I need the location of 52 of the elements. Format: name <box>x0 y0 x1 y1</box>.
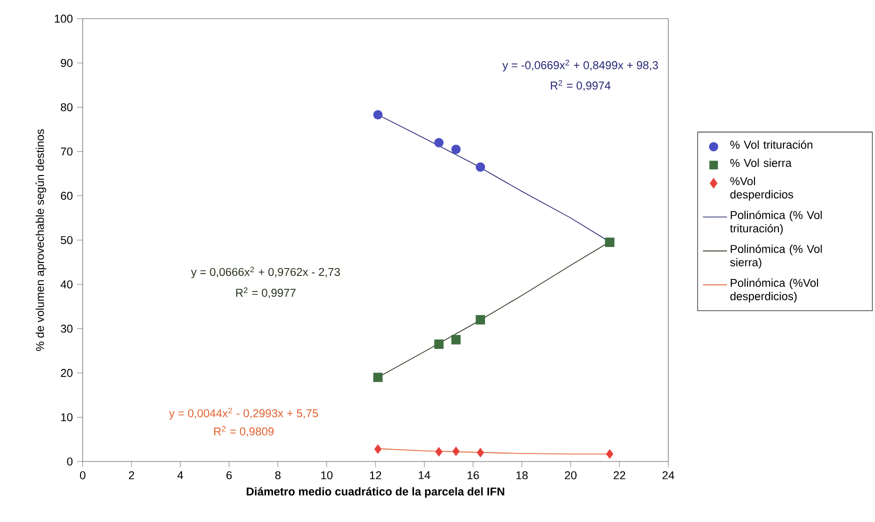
x-tick-label: 12 <box>370 471 382 480</box>
point <box>373 372 383 382</box>
x-tick-label: 18 <box>516 471 528 480</box>
point <box>434 340 444 350</box>
y-tick-label: 50 <box>60 236 73 244</box>
point <box>434 138 444 148</box>
x-tick-label: 20 <box>564 471 577 480</box>
y-tick-label: 70 <box>60 148 73 156</box>
annotation: y = 0,0666x$^{2}$ + 0,9762x - 2,73 <box>190 266 340 278</box>
x-tick-label: 2 <box>128 471 134 480</box>
point <box>605 238 614 248</box>
x-tick-label: 8 <box>275 471 281 480</box>
y-tick-label: 100 <box>54 14 73 23</box>
x-tick-label: 10 <box>321 471 333 480</box>
point <box>373 110 383 120</box>
x-tick-label: 24 <box>662 471 674 480</box>
y-tick-label: 60 <box>60 192 73 200</box>
point <box>476 162 486 172</box>
point <box>451 144 461 154</box>
y-tick-label: 0 <box>67 458 73 466</box>
annotation: R$^{2}$ = 0,9974 <box>550 80 611 92</box>
legend-label: %Vol desperdicios <box>730 177 794 201</box>
x-tick-label: 14 <box>418 471 430 480</box>
x-tick-label: 22 <box>614 471 626 480</box>
point <box>451 335 461 345</box>
y-tick-label: 20 <box>60 369 73 378</box>
x-tick-label: 4 <box>177 471 184 480</box>
point <box>476 448 484 458</box>
legend-label: % Vol sierra <box>730 158 792 168</box>
annotation: y = 0,0044x$^{2}$ - 0,2993x + 5,75 <box>169 408 318 420</box>
legend-label: Polinómica (% Vol sierra) <box>730 244 822 269</box>
x-axis-title: Diámetro medio cuadrático de la parcela del IFN <box>246 487 504 498</box>
x-tick-label: 0 <box>80 471 86 480</box>
x-tick-label: 6 <box>226 471 232 480</box>
annotation: R$^{2}$ = 0,9809 <box>214 426 274 437</box>
annotation: y = -0,0669x$^{2}$ + 0,8499x + 98,3 <box>502 60 658 72</box>
y-tick-label: 40 <box>60 280 73 289</box>
point <box>452 446 460 456</box>
y-tick-label: 80 <box>60 103 73 112</box>
y-tick-label: 30 <box>60 324 73 333</box>
y-axis-title: % de volumen aprovechable según destinos <box>36 130 46 352</box>
legend-label: Polinómica (%Vol desperdicios) <box>730 278 818 303</box>
legend-label: % Vol trituración <box>730 140 812 150</box>
point <box>476 315 486 325</box>
y-tick-label: 10 <box>61 413 73 422</box>
point <box>374 444 382 454</box>
point <box>435 447 442 457</box>
x-tick-label: 16 <box>468 471 479 480</box>
point <box>606 450 614 459</box>
y-tick-label: 90 <box>60 59 73 68</box>
legend-label: Polinómica (% Vol trituración) <box>730 210 822 235</box>
annotation: R$^{2}$ = 0,9977 <box>236 288 296 298</box>
